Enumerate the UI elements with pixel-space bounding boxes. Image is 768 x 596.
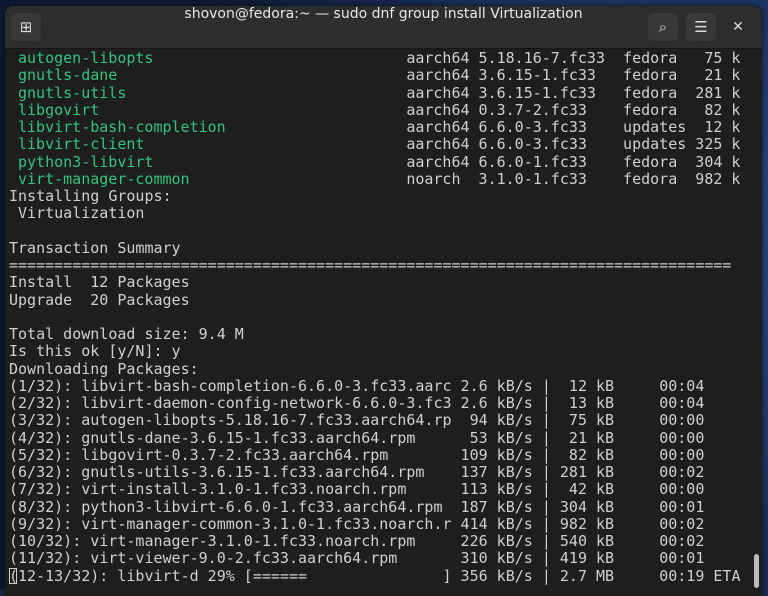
package-row: gnutls-utils aarch64 3.6.15-1.fc33 fedora… (9, 83, 748, 102)
terminal-line: Downloading Packages: (9, 359, 199, 378)
terminal-line (9, 309, 748, 326)
scrollbar-thumb[interactable] (754, 554, 759, 588)
terminal-line: (4/32): gnutls-dane-3.6.15-1.fc33.aarch6… (9, 428, 705, 447)
terminal-line (9, 223, 748, 240)
package-name: python3-libvirt (18, 152, 154, 171)
package-details: aarch64 5.18.16-7.fc33 fedora 75 k (406, 49, 741, 67)
terminal-line: (6/32): gnutls-utils-3.6.15-1.fc33.aarch… (9, 463, 705, 481)
package-name: virt-manager-common (18, 169, 190, 188)
close-button[interactable]: ✕ (724, 13, 752, 41)
terminal-line: (2/32): libvirt-daemon-config-network-6.… (9, 394, 705, 412)
terminal-line: (10/32): virt-manager-3.1.0-1.fc33.noarc… (9, 532, 705, 550)
terminal-window: ⊞ shovon@fedora:~ — sudo dnf group insta… (5, 6, 762, 596)
terminal-line: Total download size: 9.4 M (9, 325, 244, 343)
package-details: noarch 3.1.0-1.fc33 fedora 982 k (406, 169, 741, 188)
terminal-line: (11/32): virt-viewer-9.0-2.fc33.aarch64.… (9, 549, 705, 568)
package-details: aarch64 6.6.0-3.fc33 updates 325 k (406, 135, 741, 154)
terminal-line: (5/32): libgovirt-0.3.7-2.fc33.aarch64.r… (9, 445, 705, 464)
terminal-line: Virtualization (9, 204, 145, 223)
terminal-line: Install 12 Packages (9, 273, 190, 292)
terminal-line: ========================================… (9, 256, 732, 274)
terminal-line: (8/32): python3-libvirt-6.6.0-1.fc33.aar… (9, 497, 705, 516)
search-button[interactable]: ⌕ (648, 13, 678, 41)
new-tab-button[interactable]: ⊞ (11, 13, 41, 41)
package-name: libvirt-bash-completion (18, 118, 226, 136)
terminal-output[interactable]: autogen-libopts aarch64 5.18.16-7.fc33 fe… (9, 49, 748, 596)
package-details: aarch64 3.6.15-1.fc33 fedora 281 k (406, 83, 741, 102)
new-tab-icon: ⊞ (19, 18, 33, 36)
terminal-line: (3/32): autogen-libopts-5.18.16-7.fc33.a… (9, 411, 705, 430)
terminal-line: Installing Groups: (9, 187, 172, 205)
header-bar: ⊞ shovon@fedora:~ — sudo dnf group insta… (5, 6, 762, 49)
package-name: gnutls-utils (18, 83, 127, 102)
progress-line: (12-13/32): libvirt-d 29% [====== ] 356 … (9, 566, 748, 585)
package-details: aarch64 6.6.0-1.fc33 fedora 304 k (406, 152, 741, 171)
terminal-line: Is this ok [y/N]: y (9, 342, 181, 361)
terminal-line: (7/32): virt-install-3.1.0-1.fc33.noarch… (9, 480, 705, 499)
terminal-line: (9/32): virt-manager-common-3.1.0-1.fc33… (9, 514, 705, 533)
hamburger-menu-icon: ☰ (694, 18, 708, 36)
close-icon: ✕ (732, 19, 744, 35)
package-row: libgovirt aarch64 0.3.7-2.fc33 fedora 82 … (9, 100, 748, 119)
package-name: autogen-libopts (18, 49, 154, 67)
package-row: libvirt-bash-completion aarch64 6.6.0-3.f… (9, 118, 748, 136)
package-row: gnutls-dane aarch64 3.6.15-1.fc33 fedora … (9, 66, 748, 85)
package-row: libvirt-client aarch64 6.6.0-3.fc33 updat… (9, 135, 748, 154)
package-details: aarch64 3.6.15-1.fc33 fedora 21 k (406, 66, 741, 85)
scrollbar[interactable] (752, 50, 760, 596)
search-icon: ⌕ (658, 18, 668, 36)
package-name: libgovirt (18, 100, 100, 119)
package-row: autogen-libopts aarch64 5.18.16-7.fc33 fe… (9, 49, 748, 67)
terminal-line: Transaction Summary (9, 238, 181, 257)
menu-button[interactable]: ☰ (686, 13, 716, 41)
terminal-line: (1/32): libvirt-bash-completion-6.6.0-3.… (9, 376, 705, 395)
package-row: virt-manager-common noarch 3.1.0-1.fc33 f… (9, 169, 748, 188)
package-row: python3-libvirt aarch64 6.6.0-1.fc33 fedo… (9, 152, 748, 171)
package-name: gnutls-dane (18, 66, 118, 85)
terminal-line: Upgrade 20 Packages (9, 290, 190, 309)
terminal-cursor (9, 567, 17, 584)
window-title: shovon@fedora:~ — sudo dnf group install… (184, 6, 583, 22)
package-name: libvirt-client (18, 135, 145, 154)
package-details: aarch64 0.3.7-2.fc33 fedora 82 k (406, 100, 741, 119)
package-details: aarch64 6.6.0-3.fc33 updates 12 k (406, 118, 741, 136)
progress-text: (12-13/32): libvirt-d 29% [====== ] 356 … (9, 566, 741, 585)
